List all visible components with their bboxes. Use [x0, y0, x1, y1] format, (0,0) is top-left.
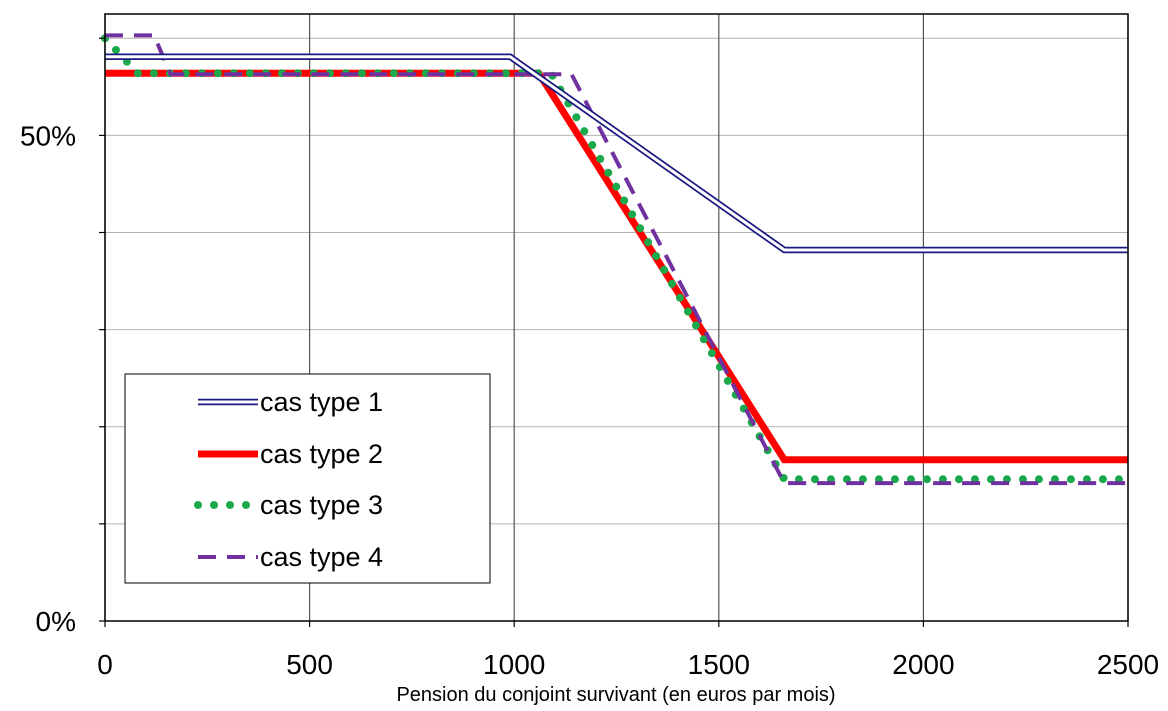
legend-box — [124, 373, 491, 584]
x-tick-label: 2500 — [1097, 649, 1159, 680]
x-tick-label: 2000 — [892, 649, 954, 680]
y-tick-label: 0% — [36, 606, 76, 637]
x-axis-title: Pension du conjoint survivant (en euros … — [396, 684, 835, 706]
legend-label: cas type 3 — [260, 490, 383, 520]
series-layer — [101, 33, 1132, 486]
legend-entry: cas type 2 — [198, 439, 383, 469]
y-tick-labels: 0% 50% — [20, 120, 76, 637]
series-line — [105, 33, 1128, 486]
axis-ticks — [99, 37, 1129, 627]
series-4 — [105, 33, 1128, 486]
legend-label: cas type 1 — [260, 387, 383, 417]
legend-label: cas type 4 — [260, 542, 383, 572]
x-tick-labels: 0 500 1000 1500 2000 2500 — [97, 649, 1159, 680]
x-tick-label: 500 — [286, 649, 333, 680]
legend-label: cas type 2 — [260, 439, 383, 469]
x-tick-label: 1500 — [688, 649, 750, 680]
x-tick-label: 1000 — [483, 649, 545, 680]
series-line-inner — [105, 55, 1128, 252]
x-tick-label: 0 — [97, 649, 113, 680]
legend-entry: cas type 4 — [198, 542, 383, 572]
plot-frame — [104, 13, 1129, 622]
series-line-outer — [105, 53, 1128, 254]
legend-entry: cas type 1 — [198, 387, 383, 417]
legend: cas type 1 cas type 2 cas type 3 cas type 4 — [124, 373, 491, 584]
series-1 — [105, 53, 1128, 254]
legend-entry: cas type 3 — [194, 490, 383, 520]
y-tick-label: 50% — [20, 120, 76, 151]
